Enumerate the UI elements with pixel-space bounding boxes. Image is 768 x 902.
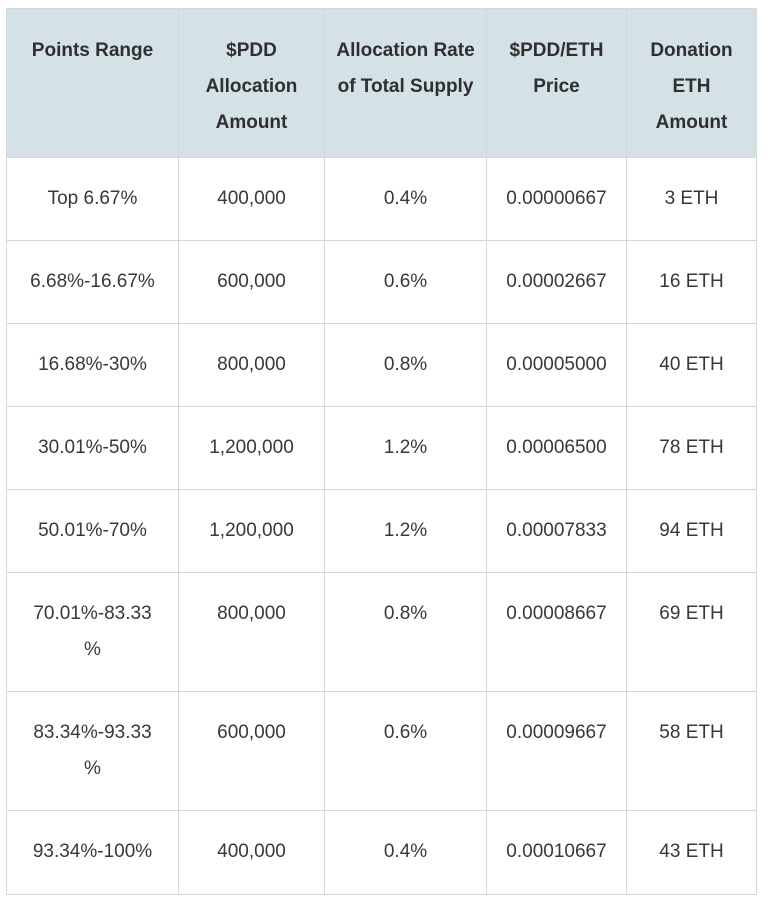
table-header-row: Points Range $PDD Allocation Amount Allo…	[6, 8, 757, 158]
table-row: 93.34%-100% 400,000 0.4% 0.00010667 43 E…	[6, 810, 757, 895]
table-row: 30.01%-50% 1,200,000 1.2% 0.00006500 78 …	[6, 406, 757, 490]
cell-allocation-amount: 1,200,000	[178, 406, 325, 490]
cell-allocation-rate: 0.6%	[324, 691, 487, 811]
cell-allocation-amount: 800,000	[178, 323, 325, 407]
cell-price: 0.00008667	[486, 572, 627, 692]
cell-price: 0.00009667	[486, 691, 627, 811]
cell-points-range: 70.01%-83.33%	[6, 572, 179, 692]
header-donation-eth-amount: Donation ETH Amount	[626, 8, 757, 158]
cell-allocation-amount: 1,200,000	[178, 489, 325, 573]
cell-allocation-amount: 800,000	[178, 572, 325, 692]
cell-allocation-amount: 400,000	[178, 157, 325, 241]
cell-price: 0.00000667	[486, 157, 627, 241]
cell-price: 0.00010667	[486, 810, 627, 895]
cell-price: 0.00005000	[486, 323, 627, 407]
points-range-text: 83.34%-93.33%	[33, 722, 152, 779]
cell-points-range: 16.68%-30%	[6, 323, 179, 407]
cell-donation-eth: 43 ETH	[626, 810, 757, 895]
cell-donation-eth: 69 ETH	[626, 572, 757, 692]
cell-donation-eth: 94 ETH	[626, 489, 757, 573]
cell-points-range: 83.34%-93.33%	[6, 691, 179, 811]
cell-donation-eth: 78 ETH	[626, 406, 757, 490]
cell-allocation-rate: 0.8%	[324, 572, 487, 692]
table-row: 50.01%-70% 1,200,000 1.2% 0.00007833 94 …	[6, 489, 757, 573]
points-range-text: 70.01%-83.33%	[33, 603, 152, 660]
allocation-table: Points Range $PDD Allocation Amount Allo…	[6, 8, 757, 895]
cell-points-range: Top 6.67%	[6, 157, 179, 241]
cell-allocation-amount: 600,000	[178, 240, 325, 324]
cell-donation-eth: 3 ETH	[626, 157, 757, 241]
cell-allocation-rate: 0.6%	[324, 240, 487, 324]
cell-allocation-rate: 1.2%	[324, 489, 487, 573]
header-allocation-rate: Allocation Rate of Total Supply	[324, 8, 487, 158]
table-row: 16.68%-30% 800,000 0.8% 0.00005000 40 ET…	[6, 323, 757, 407]
table-row: 70.01%-83.33% 800,000 0.8% 0.00008667 69…	[6, 572, 757, 692]
cell-allocation-rate: 1.2%	[324, 406, 487, 490]
header-pdd-allocation-amount: $PDD Allocation Amount	[178, 8, 325, 158]
cell-price: 0.00006500	[486, 406, 627, 490]
cell-points-range: 30.01%-50%	[6, 406, 179, 490]
allocation-table-container: Points Range $PDD Allocation Amount Allo…	[6, 8, 757, 895]
cell-donation-eth: 40 ETH	[626, 323, 757, 407]
cell-allocation-amount: 400,000	[178, 810, 325, 895]
table-row: Top 6.67% 400,000 0.4% 0.00000667 3 ETH	[6, 157, 757, 241]
cell-allocation-rate: 0.4%	[324, 810, 487, 895]
cell-donation-eth: 58 ETH	[626, 691, 757, 811]
table-row: 83.34%-93.33% 600,000 0.6% 0.00009667 58…	[6, 691, 757, 811]
header-points-range: Points Range	[6, 8, 179, 158]
header-pdd-eth-price: $PDD/ETH Price	[486, 8, 627, 158]
cell-donation-eth: 16 ETH	[626, 240, 757, 324]
cell-points-range: 93.34%-100%	[6, 810, 179, 895]
cell-allocation-amount: 600,000	[178, 691, 325, 811]
cell-allocation-rate: 0.4%	[324, 157, 487, 241]
cell-price: 0.00007833	[486, 489, 627, 573]
table-row: 6.68%-16.67% 600,000 0.6% 0.00002667 16 …	[6, 240, 757, 324]
cell-points-range: 50.01%-70%	[6, 489, 179, 573]
cell-price: 0.00002667	[486, 240, 627, 324]
cell-allocation-rate: 0.8%	[324, 323, 487, 407]
cell-points-range: 6.68%-16.67%	[6, 240, 179, 324]
